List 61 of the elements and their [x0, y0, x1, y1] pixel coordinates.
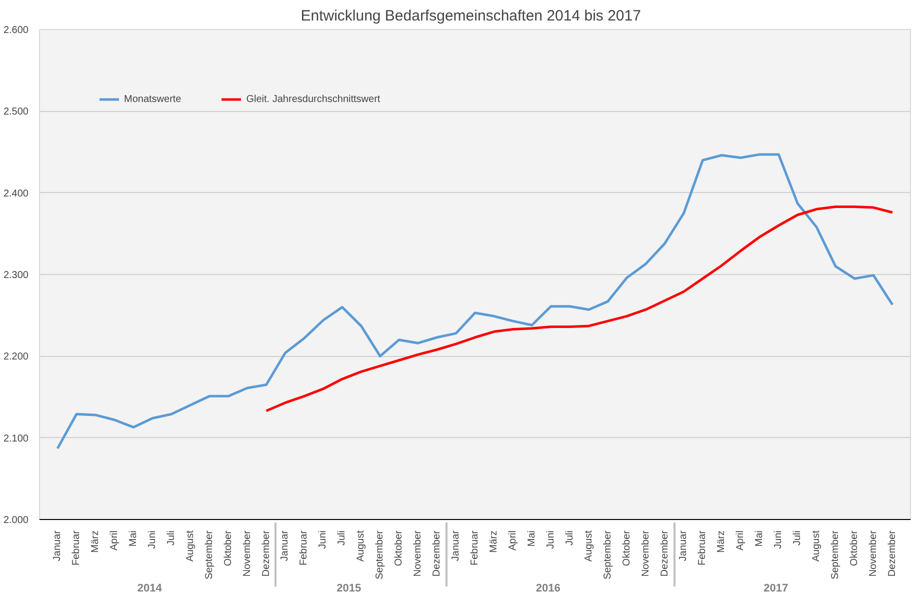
x-tick-label: August [811, 530, 822, 562]
x-tick-label: Januar [52, 530, 64, 562]
x-tick-label: November [412, 530, 424, 577]
x-tick-label: Juli [564, 530, 576, 546]
x-tick-label: November [242, 530, 253, 577]
x-tick-label: September [830, 530, 842, 580]
x-tick-label: Dezember [260, 530, 272, 577]
chart-title: Entwicklung Bedarfsgemeinschaften 2014 bis 2017 [300, 8, 641, 24]
x-tick-label: Mai [128, 530, 139, 547]
x-tick-label: Dezember [432, 530, 443, 577]
x-tick-label: Oktober [621, 530, 632, 566]
x-tick-label: April [507, 530, 518, 551]
x-tick-label: Februar [298, 530, 310, 566]
x-tick-label: Juni [773, 530, 784, 549]
line-series [56, 153, 894, 450]
text: 2014 [137, 582, 163, 594]
x-tick-label: November [640, 530, 652, 577]
x-tick-label: Juni [318, 530, 329, 549]
x-tick-label: August [184, 530, 196, 562]
y-tick-label: 2.100 [3, 433, 29, 444]
y-tick-label: 2.200 [3, 352, 29, 363]
legend-label: Gleit. Jahresdurchschnittswert [246, 94, 380, 104]
y-tick-label: 2.400 [3, 188, 29, 200]
x-tick-label: März [90, 530, 101, 553]
y-tick-label: 2.500 [3, 106, 29, 118]
x-tick-label: Mai [754, 530, 766, 547]
x-tick-label: August [583, 530, 594, 562]
x-tick-label: Dezember [659, 530, 670, 577]
x-tick-label: Februar [71, 530, 82, 566]
x-tick-label: Januar [280, 530, 291, 562]
line-series [265, 205, 894, 412]
text: 2017 [764, 582, 788, 594]
x-tick-label: Februar [470, 530, 480, 566]
y-tick-label: 2.000 [3, 515, 29, 526]
x-tick-label: November [868, 530, 879, 577]
x-tick-label: Januar [450, 530, 462, 562]
x-tick-label: Dezember [886, 530, 898, 577]
text: 2016 [536, 582, 560, 594]
x-tick-label: April [735, 530, 746, 551]
x-tick-label: März [716, 530, 728, 553]
y-tick-label: 2.300 [3, 270, 29, 281]
x-tick-label: August [356, 530, 367, 562]
x-tick-label: Juli [336, 530, 348, 546]
x-tick-label: September [374, 530, 386, 580]
x-tick-label: März [488, 530, 500, 553]
x-tick-label: April [108, 530, 120, 551]
x-tick-label: Januar [678, 530, 690, 562]
legend-label: Monatswerte [124, 94, 182, 104]
x-tick-label: Juni [146, 530, 158, 549]
x-tick-label: Februar [697, 530, 708, 566]
y-tick-label: 2.600 [3, 25, 29, 36]
x-tick-label: Oktober [222, 530, 234, 566]
x-tick-label: Juli [792, 530, 804, 546]
x-tick-label: September [602, 530, 614, 580]
x-tick-label: September [204, 530, 215, 580]
x-tick-label: Oktober [849, 530, 860, 566]
x-tick-label: Oktober [394, 530, 405, 566]
text: 2015 [336, 582, 362, 594]
x-tick-label: Juli [166, 530, 177, 546]
x-tick-label: Mai [526, 530, 538, 547]
x-tick-label: Juni [545, 530, 556, 549]
